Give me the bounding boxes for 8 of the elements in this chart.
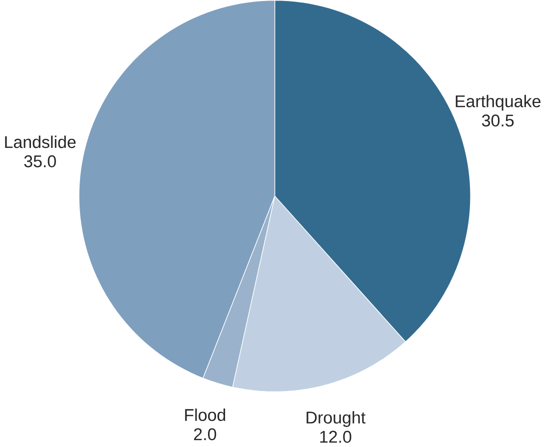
data-label: 35.0	[24, 156, 56, 168]
slice-label: Landslide	[5, 136, 76, 148]
data-label: 2.0	[194, 428, 216, 440]
slice-label: Drought	[306, 411, 366, 428]
data-label: 12.0	[320, 431, 352, 444]
slice-label: Flood	[185, 408, 226, 422]
slice-label: Earthquake	[456, 95, 540, 111]
data-label: 30.5	[482, 114, 514, 127]
